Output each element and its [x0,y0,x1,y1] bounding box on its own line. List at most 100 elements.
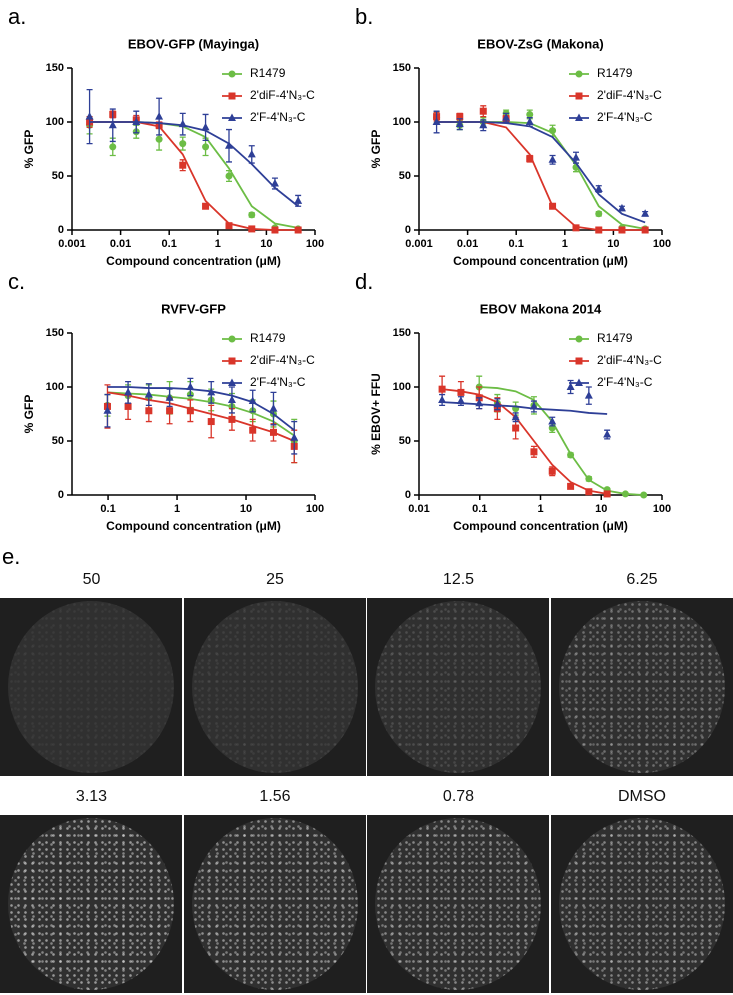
well-image [0,598,182,776]
point [207,418,215,426]
panel-label: e. [2,544,21,569]
fit-curve [442,401,608,415]
point [202,143,210,151]
y-tick-label: 0 [405,489,411,501]
x-tick-label: 10 [607,238,619,250]
point [457,388,465,396]
point [294,196,303,204]
x-tick-label: 0.01 [408,503,429,515]
y-tick-label: 150 [393,327,411,339]
point [455,119,464,128]
point [567,451,575,459]
point [526,110,534,118]
well-label: 50 [82,571,101,588]
x-tick-label: 10 [240,503,252,515]
point [572,224,580,232]
legend-label: 2'diF-4'N₃-C [597,353,662,367]
legend-label: 2'F-4'N₃-C [250,110,306,124]
chart-title: EBOV Makona 2014 [480,301,602,316]
well-circle [558,818,725,990]
point [529,401,538,410]
series: 2'diF-4'N₃-C [103,353,315,464]
point [548,467,556,475]
legend-marker [228,357,236,365]
x-tick-label: 0.1 [472,503,487,515]
legend-label: R1479 [250,331,286,345]
point [511,412,520,421]
x-tick-label: 100 [306,503,324,515]
x-tick-label: 0.1 [162,238,177,250]
x-tick-label: 1 [215,238,221,250]
point [124,402,132,410]
point [166,407,174,415]
y-axis-title: % GFP [22,395,36,434]
y-tick-label: 50 [52,170,64,182]
legend-label: R1479 [597,66,633,80]
x-axis-title: Compound concentration (μM) [106,519,281,533]
y-tick-label: 50 [52,435,64,447]
point [155,135,163,143]
point [530,448,538,456]
chart-title: EBOV-ZsG (Makona) [477,36,603,51]
series: 2'diF-4'N₃-C [438,353,662,498]
panel-label: d. [355,269,373,294]
well-label: 1.56 [259,788,291,805]
y-tick-label: 0 [58,224,64,236]
point [179,140,187,148]
fit-curve [107,391,295,442]
point [186,382,195,390]
point [225,222,233,230]
point [456,113,464,121]
point [269,404,278,412]
point [595,210,603,218]
point [502,113,511,121]
point [584,391,593,399]
well-image [183,815,366,993]
x-axis-title: Compound concentration (μM) [453,519,628,533]
x-tick-label: 10 [595,503,607,515]
legend-marker [228,113,236,121]
charts: a. EBOV-GFP (Mayinga) Compound concentrati… [8,4,671,533]
point [179,161,187,169]
well-label: 25 [266,571,284,588]
point [617,203,626,212]
point [603,430,612,438]
well-image [367,815,549,993]
point [269,428,277,436]
series: 2'F-4'N₃-C [438,375,653,440]
point [640,491,648,499]
legend-label: 2'diF-4'N₃-C [597,88,662,102]
well-image [550,598,733,776]
point [526,155,534,163]
point [225,172,233,180]
y-axis-title: % GFP [369,130,383,169]
y-tick-label: 150 [46,62,64,74]
point [228,415,236,423]
panel-e: e. 50 25 12.5 6.25 3.13 1.56 0.78 DMSO [0,544,733,995]
fit-curve [107,391,295,437]
legend-label: 2'diF-4'N₃-C [250,88,315,102]
well-circle [8,818,174,990]
fit-curve [89,121,299,229]
point [479,120,488,129]
y-tick-label: 150 [393,62,411,74]
point [571,153,580,161]
panel-label: b. [355,4,373,29]
y-tick-label: 150 [46,327,64,339]
fit-curve [436,121,646,231]
well-circle [375,818,541,990]
well-circle [375,601,541,773]
fit-curve [441,388,608,495]
point [186,407,194,415]
fit-curve [89,121,299,207]
point [595,226,603,234]
point [249,426,257,434]
legend-marker [575,357,583,365]
legend-marker [575,113,583,121]
legend-label: 2'diF-4'N₃-C [250,353,315,367]
point [548,417,557,425]
y-tick-label: 0 [58,489,64,501]
point [207,387,216,396]
x-axis-title: Compound concentration (μM) [106,254,281,268]
well-circle [191,601,358,773]
